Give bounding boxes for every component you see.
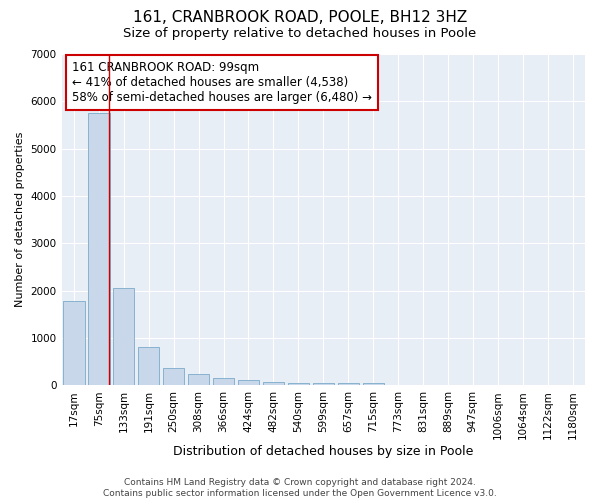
Bar: [64, 301, 85, 386]
Bar: [362, 383, 384, 386]
Bar: [188, 374, 209, 386]
Bar: [213, 378, 234, 386]
Bar: [238, 380, 259, 386]
Bar: [338, 384, 359, 386]
Bar: [313, 383, 334, 386]
X-axis label: Distribution of detached houses by size in Poole: Distribution of detached houses by size …: [173, 444, 473, 458]
Bar: [163, 368, 184, 386]
Text: Contains HM Land Registry data © Crown copyright and database right 2024.
Contai: Contains HM Land Registry data © Crown c…: [103, 478, 497, 498]
Bar: [288, 382, 309, 386]
Text: 161, CRANBROOK ROAD, POOLE, BH12 3HZ: 161, CRANBROOK ROAD, POOLE, BH12 3HZ: [133, 10, 467, 25]
Text: Size of property relative to detached houses in Poole: Size of property relative to detached ho…: [124, 28, 476, 40]
Bar: [138, 346, 160, 386]
Bar: [263, 382, 284, 386]
Bar: [88, 113, 110, 386]
Bar: [113, 288, 134, 386]
Text: 161 CRANBROOK ROAD: 99sqm
← 41% of detached houses are smaller (4,538)
58% of se: 161 CRANBROOK ROAD: 99sqm ← 41% of detac…: [72, 60, 372, 104]
Y-axis label: Number of detached properties: Number of detached properties: [15, 132, 25, 308]
